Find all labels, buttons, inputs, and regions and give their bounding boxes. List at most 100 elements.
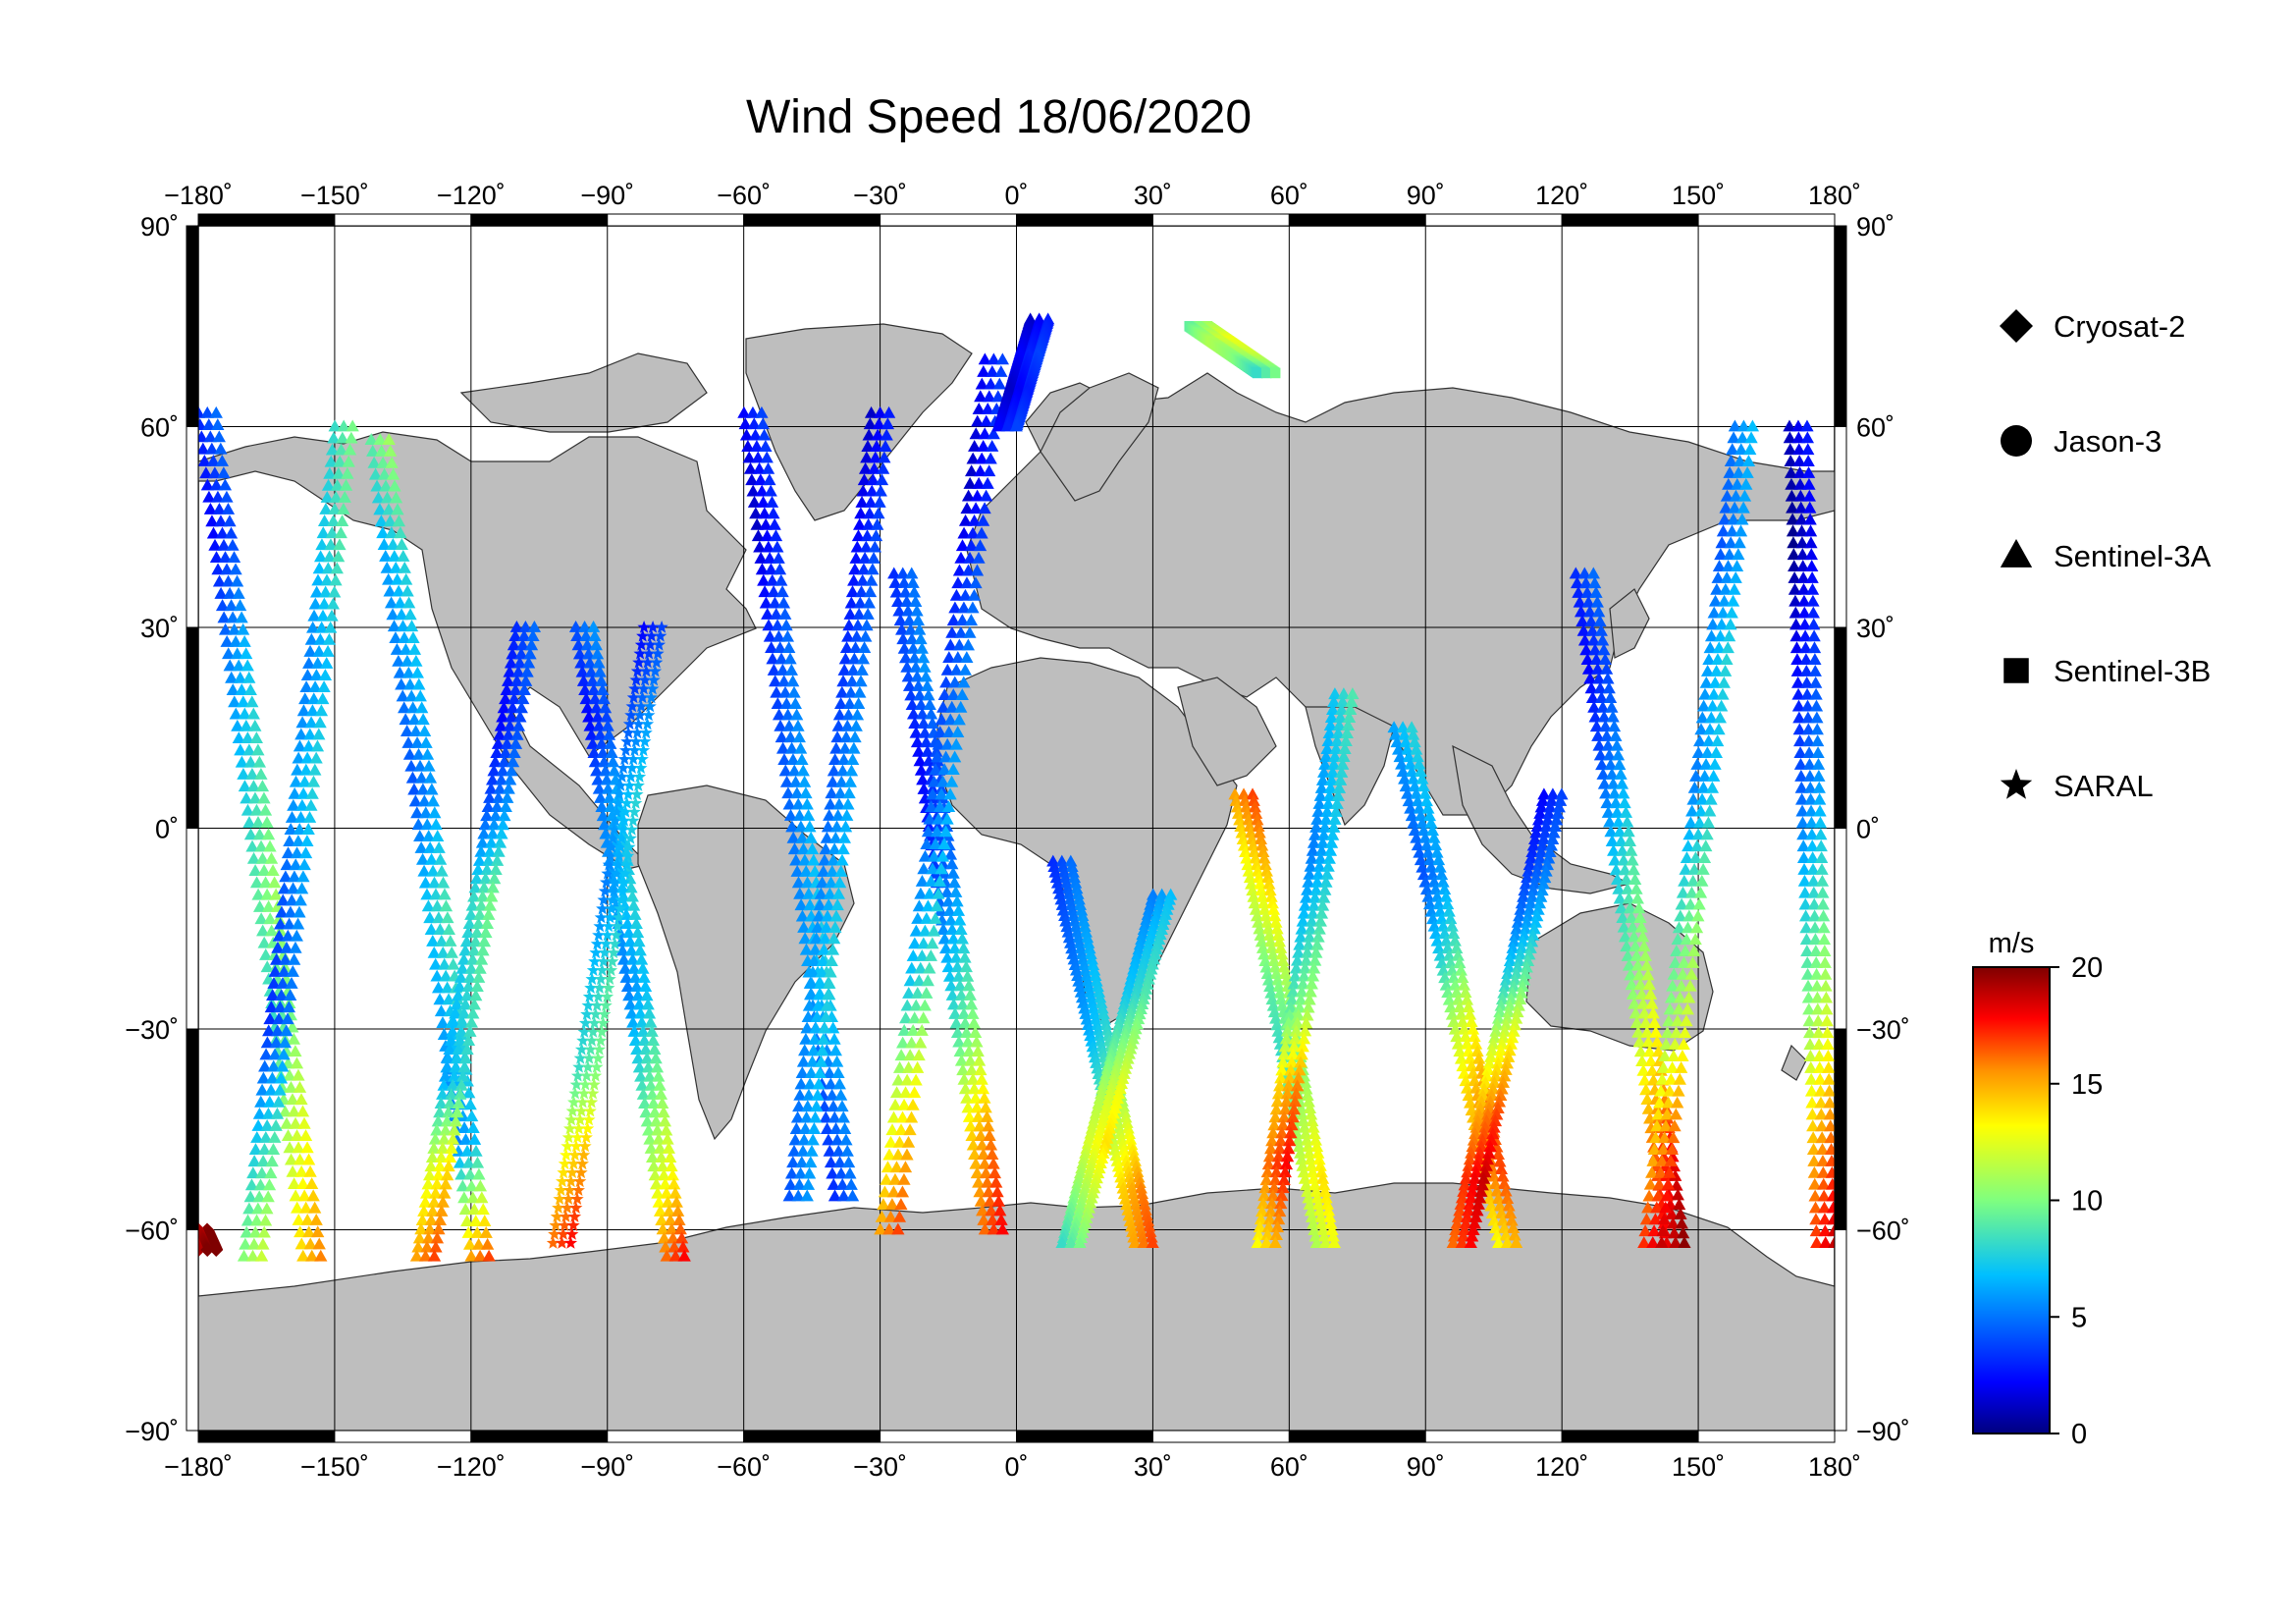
triangle-marker [623,998,637,1010]
triangle-marker [1668,1119,1682,1132]
triangle-marker [1315,898,1330,911]
triangle-marker [1255,890,1269,902]
triangle-marker [1319,875,1333,888]
triangle-marker [1809,945,1823,957]
triangle-marker [1068,876,1083,889]
triangle-marker [628,970,642,983]
triangle-marker [1683,979,1697,992]
star-marker [572,1121,586,1135]
triangle-marker [1237,839,1252,851]
triangle-marker [1308,1133,1322,1146]
triangle-marker [790,786,804,799]
star-marker [582,1052,596,1064]
triangle-marker [803,898,817,911]
triangle-marker [615,944,629,956]
triangle-marker [227,622,241,635]
triangle-marker [910,1060,925,1073]
triangle-marker [1271,1213,1286,1225]
triangle-marker [254,839,268,852]
triangle-marker [805,1144,819,1157]
triangle-marker [248,719,262,731]
triangle-marker [780,708,795,721]
triangle-marker [461,926,475,939]
legend-label: Cryosat-2 [2054,309,2185,344]
triangle-marker [1671,1096,1684,1109]
triangle-marker [804,1066,818,1078]
triangle-marker [1807,1154,1821,1166]
japan [1609,588,1650,659]
triangle-marker [1145,1230,1158,1243]
triangle-marker [268,1048,282,1060]
triangle-marker [1447,1229,1462,1242]
triangle-marker [253,1178,268,1191]
triangle-marker [1482,1192,1497,1205]
triangle-marker [500,736,514,749]
triangle-marker [206,526,221,539]
triangle-marker [1335,766,1349,778]
triangle-marker [982,1119,995,1132]
triangle-marker [873,406,887,418]
triangle-marker [1496,1031,1511,1044]
triangle-marker [892,1135,907,1148]
triangle-marker [1824,1119,1835,1132]
triangle-marker [1798,909,1813,922]
triangle-marker [1644,1055,1658,1067]
triangle-marker [1308,1229,1322,1242]
triangle-marker [478,818,493,831]
triangle-marker [789,1122,804,1134]
triangle-marker [254,767,268,780]
triangle-marker [1595,633,1610,646]
triangle-marker [820,1122,834,1134]
triangle-marker [1295,922,1308,935]
triangle-marker [1534,890,1548,902]
triangle-marker [506,701,519,714]
triangle-marker [249,1214,264,1226]
triangle-marker [1704,711,1718,724]
star-marker [606,954,619,968]
triangle-marker [1261,1220,1276,1233]
triangle-marker [214,442,228,455]
triangle-marker [269,952,284,965]
triangle-marker [1517,890,1530,902]
triangle-marker [642,1006,657,1019]
triangle-marker [627,961,641,974]
triangle-marker [1806,1131,1820,1144]
triangle-marker [1654,1165,1668,1178]
triangle-marker [1055,854,1069,867]
triangle-marker [1342,711,1357,724]
triangle-marker [594,790,608,803]
triangle-marker [284,1080,298,1093]
star-marker [597,954,611,968]
triangle-marker [783,809,798,821]
triangle-marker [1274,1197,1288,1210]
triangle-marker [1294,1146,1308,1159]
star-marker [610,928,623,942]
triangle-marker [377,467,392,480]
triangle-marker [1486,1082,1500,1095]
triangle-marker [1627,863,1640,876]
triangle-marker [439,899,454,912]
triangle-marker [966,1138,981,1151]
triangle-marker [1095,1045,1110,1057]
triangle-marker [1500,1236,1515,1249]
triangle-marker [1327,758,1341,770]
triangle-marker [1064,936,1078,948]
triangle-marker [798,1044,812,1056]
triangle-marker [1091,980,1104,993]
triangle-marker [1284,1001,1298,1013]
triangle-marker [741,440,755,452]
triangle-marker [223,586,237,599]
triangle-marker [763,473,776,486]
triangle-marker [975,452,988,464]
triangle-marker [799,1110,814,1123]
triangle-marker [840,809,854,821]
star-marker [634,637,649,651]
star-marker [648,664,663,677]
triangle-marker [760,529,774,542]
triangle-marker [1813,792,1827,805]
triangle-marker [808,1032,822,1045]
triangle-marker [427,946,441,958]
triangle-marker [1438,971,1452,984]
triangle-marker [818,932,832,945]
